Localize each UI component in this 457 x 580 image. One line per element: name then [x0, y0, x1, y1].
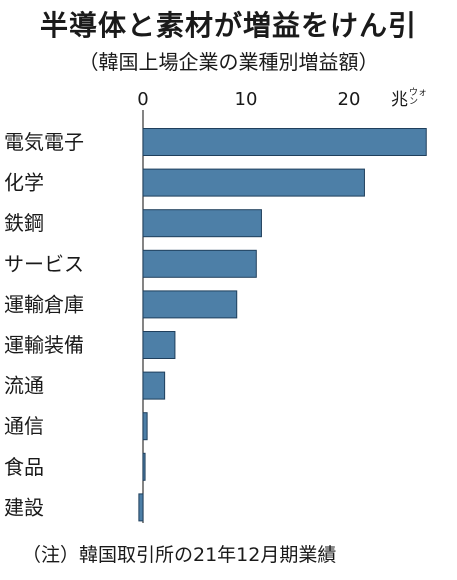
- chart-title: 半導体と素材が増益をけん引: [39, 9, 417, 42]
- x-tick-label: 0: [137, 89, 148, 110]
- category-label: 化学: [4, 171, 44, 195]
- category-label: 運輸装備: [4, 333, 84, 357]
- category-label: 電気電子: [4, 130, 84, 154]
- unit-label-main: 兆: [391, 90, 408, 110]
- category-label: 流通: [4, 374, 44, 398]
- bar: [142, 412, 148, 441]
- bar: [142, 371, 166, 400]
- bar: [142, 209, 262, 238]
- x-tick-label: 10: [235, 89, 258, 110]
- bar: [142, 452, 146, 481]
- bar: [138, 493, 144, 522]
- bar: [142, 249, 257, 278]
- bar: [142, 290, 238, 319]
- category-label: 建設: [4, 495, 44, 519]
- bar: [142, 128, 427, 156]
- chart-note: （注）韓国取引所の21年12月期業績: [22, 544, 337, 566]
- category-label: 食品: [4, 455, 44, 479]
- category-label: 運輸倉庫: [4, 292, 84, 316]
- bar: [142, 168, 365, 197]
- category-label: 通信: [4, 414, 44, 438]
- unit-label-sub: ウォ: [409, 87, 427, 98]
- category-label: 鉄鋼: [4, 211, 44, 235]
- unit-label-sub: ン: [409, 97, 418, 107]
- bar: [142, 331, 176, 359]
- category-label: サービス: [4, 252, 84, 276]
- x-tick-label: 20: [338, 89, 361, 110]
- chart-subtitle: （韓国上場企業の業種別増益額）: [78, 50, 379, 74]
